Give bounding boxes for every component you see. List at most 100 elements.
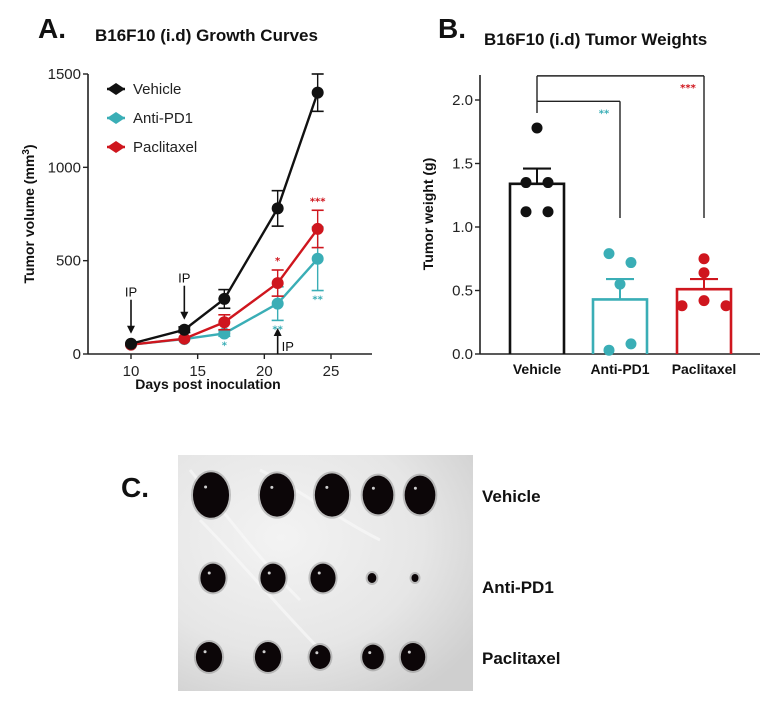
tumor-highlight — [204, 485, 208, 489]
ip-annotation: IP — [273, 328, 294, 354]
panel-letter-c: C. — [121, 472, 149, 503]
y-tick-label-a: 1000 — [48, 159, 81, 176]
bar-group-anti-pd1 — [591, 248, 649, 356]
ip-annotations: IP IP IP — [125, 271, 294, 354]
data-point — [531, 122, 543, 134]
tumor-highlight — [262, 650, 266, 654]
data-point — [271, 277, 284, 290]
y-tick-label-b: 0.5 — [452, 283, 473, 300]
x-axis-label-a: Days post inoculation — [135, 376, 280, 392]
legend-label: Paclitaxel — [133, 139, 197, 156]
legend-item-vehicle: Vehicle — [107, 81, 181, 98]
x-tick-label-a: 10 — [123, 363, 140, 380]
tumor-highlight — [315, 651, 319, 655]
bar-group-vehicle — [508, 122, 566, 354]
data-point — [178, 332, 191, 345]
data-point — [271, 297, 284, 310]
comparison-brackets-b: ***** — [536, 75, 705, 218]
tumor-highlight — [207, 571, 211, 575]
significance-markers-a: ********* — [222, 196, 327, 351]
tumor-specimen — [411, 574, 419, 582]
x-tick-label-a: 15 — [189, 363, 206, 380]
data-point — [676, 300, 688, 312]
tumor-specimen — [404, 475, 436, 515]
axes-a — [87, 74, 372, 355]
data-point — [178, 323, 191, 336]
data-point — [542, 177, 554, 189]
tumor-specimen — [400, 643, 426, 671]
tumor-specimen — [310, 563, 336, 593]
tumor-specimen — [362, 475, 394, 515]
y-axis-label-a: Tumor volume (mm3) — [21, 144, 38, 283]
tumor-highlight — [267, 571, 271, 575]
series-group-a — [125, 73, 324, 351]
data-point — [625, 338, 637, 350]
tumor-highlight — [317, 571, 321, 575]
legend-label: Anti-PD1 — [133, 110, 193, 127]
tumor-row-anti-pd1 — [198, 561, 421, 595]
panel-letter-a: A. — [38, 13, 66, 44]
ip-annotation: IP — [178, 271, 190, 320]
legend-symbol-marker — [107, 141, 125, 153]
comparison-bracket: ** — [537, 100, 621, 218]
y-tick-label-a: 0 — [73, 346, 81, 363]
y-tick-label-b: 1.0 — [452, 219, 473, 236]
ip-label: IP — [125, 285, 137, 300]
legend-a: Vehicle Anti-PD1 Paclitaxel — [107, 81, 197, 156]
legend-item-paclitaxel: Paclitaxel — [107, 139, 197, 156]
tumor-highlight — [203, 650, 207, 654]
data-point — [311, 252, 324, 265]
ip-annotation: IP — [125, 285, 137, 334]
data-point — [218, 316, 231, 329]
tumor-photo-grid — [190, 470, 438, 674]
y-ticks-b: 0.0 0.5 1.0 1.5 2.0 — [452, 92, 480, 363]
data-point — [311, 222, 324, 235]
tumor-highlight — [270, 485, 274, 489]
significance-star: ** — [272, 324, 283, 335]
panel-b-tumor-weights: B. B16F10 (i.d) Tumor Weights 0.0 0.5 1.0 1… — [420, 13, 760, 377]
tumor-highlight — [371, 486, 375, 490]
data-point — [698, 295, 710, 307]
y-tick-label-b: 0.0 — [452, 346, 473, 363]
x-ticks-a: 10 15 20 25 — [123, 354, 340, 380]
data-point — [614, 278, 626, 290]
legend-label: Vehicle — [133, 81, 181, 98]
tumor-row-paclitaxel — [193, 640, 428, 674]
bar — [508, 182, 566, 354]
tumor-highlight — [368, 651, 372, 655]
y-tick-label-b: 1.5 — [452, 156, 473, 173]
data-point — [520, 177, 532, 189]
tumor-row-vehicle — [190, 470, 438, 520]
tumor-specimen — [259, 473, 295, 517]
tumor-specimen — [254, 642, 282, 672]
tumor-specimen — [362, 644, 384, 670]
ip-label: IP — [178, 271, 190, 286]
legend-item-anti-pd1: Anti-PD1 — [107, 110, 193, 127]
tumor-highlight — [325, 485, 329, 489]
significance-star: ** — [312, 295, 323, 306]
series-paclitaxel — [125, 209, 324, 351]
tumor-highlight — [407, 650, 411, 654]
significance-star: *** — [680, 83, 696, 94]
category-label: Paclitaxel — [672, 361, 737, 377]
y-tick-label-b: 2.0 — [452, 92, 473, 109]
panel-c-tumor-photo: C. Vehicle Anti-PD1 Paclitaxel — [121, 455, 560, 691]
significance-star: * — [275, 256, 281, 267]
tumor-specimen — [260, 563, 286, 593]
data-point — [542, 206, 554, 218]
data-point — [125, 337, 137, 350]
tumor-specimen — [314, 473, 350, 517]
photo-row-label: Paclitaxel — [482, 649, 560, 668]
photo-row-labels: Vehicle Anti-PD1 Paclitaxel — [482, 487, 560, 668]
data-point — [698, 267, 710, 279]
tumor-specimen — [200, 563, 226, 593]
y-tick-label-a: 1500 — [48, 66, 81, 83]
data-point — [625, 257, 637, 269]
category-labels-b: Vehicle Anti-PD1 Paclitaxel — [513, 361, 736, 377]
x-tick-label-a: 25 — [323, 363, 340, 380]
bars-b — [508, 122, 733, 356]
x-tick-label-a: 20 — [256, 363, 273, 380]
tumor-specimen — [195, 642, 223, 672]
data-point — [720, 300, 732, 312]
